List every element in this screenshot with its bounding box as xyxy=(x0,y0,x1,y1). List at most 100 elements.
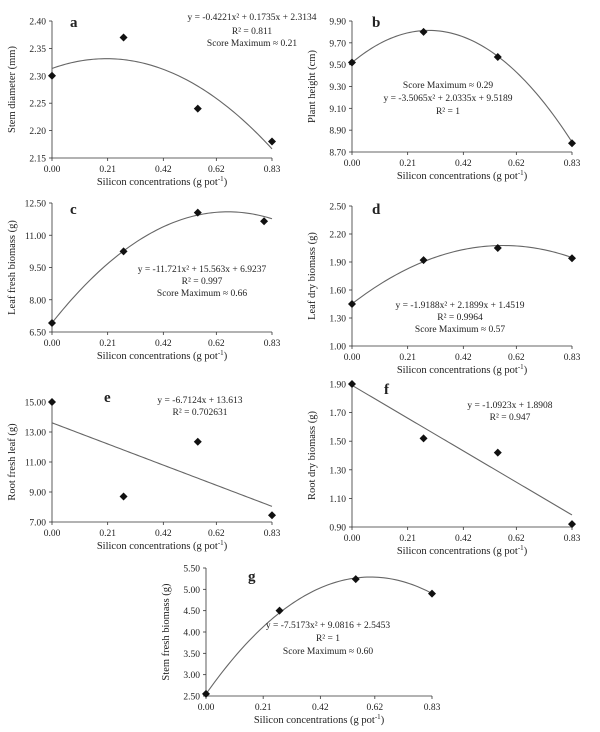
trend-line xyxy=(51,58,273,150)
x-tick-label: 0.42 xyxy=(155,339,172,349)
data-point xyxy=(202,689,210,698)
x-axis-label: Silicon concentrations (g pot-1) xyxy=(397,363,528,376)
equation-annotation: y = -1.9188x² + 2.1899x + 1.4519 xyxy=(396,301,525,311)
y-tick-label: 9.10 xyxy=(329,105,346,115)
y-tick-label: 1.70 xyxy=(329,409,346,419)
x-axis-label-sup: -1 xyxy=(218,349,224,357)
equation-annotation: R² = 0.702631 xyxy=(173,408,228,418)
y-tick-label: 1.90 xyxy=(329,259,346,269)
x-tick-label: 0.83 xyxy=(424,703,441,713)
x-tick-label: 0.21 xyxy=(99,529,116,539)
x-axis-label: Silicon concentrations (g pot-1) xyxy=(97,349,228,362)
x-axis-label: Silicon concentrations (g pot-1) xyxy=(397,169,528,182)
x-axis-label-main: Silicon concentrations (g pot xyxy=(97,351,218,362)
x-tick-label: 0.62 xyxy=(208,339,225,349)
data-point xyxy=(268,137,276,146)
data-point xyxy=(493,448,502,457)
y-tick-label: 5.50 xyxy=(183,565,200,575)
y-axis-label: Leaf dry biomass (g) xyxy=(307,232,318,320)
y-tick-label: 2.50 xyxy=(329,203,346,213)
x-axis-label: Silicon concentrations (g pot-1) xyxy=(397,544,528,557)
data-point xyxy=(568,520,576,529)
x-tick-label: 0.83 xyxy=(264,529,281,539)
panel-letter: b xyxy=(372,15,380,31)
y-tick-label: 4.00 xyxy=(183,629,200,639)
x-axis-label-sup: -1 xyxy=(375,713,381,721)
y-tick-label: 6.50 xyxy=(29,329,46,339)
x-tick-label: 0.00 xyxy=(44,165,61,175)
y-tick-label: 1.30 xyxy=(329,466,346,476)
equation-annotation: R² = 0.811 xyxy=(232,27,273,37)
y-tick-label: 2.40 xyxy=(29,18,46,28)
data-point xyxy=(193,437,202,446)
y-tick-label: 1.30 xyxy=(329,315,346,325)
y-tick-label: 9.70 xyxy=(329,39,346,49)
equation-annotation: Score Maximum ≈ 0.21 xyxy=(207,39,297,49)
chart-panel-g: 0.00 0.21 0.42 0.62 0.83 2.50 3.00 3.50 4.00 4.50… xyxy=(161,565,441,727)
trend-line xyxy=(351,244,573,305)
x-axis-label: Silicon concentrations (g pot-1) xyxy=(254,713,385,726)
y-tick-label: 1.90 xyxy=(329,381,346,391)
y-axis-label: Root dry biomass (g) xyxy=(307,411,318,500)
y-tick-label: 2.35 xyxy=(29,45,46,55)
panel-letter: d xyxy=(372,202,381,218)
data-point xyxy=(48,318,56,327)
x-tick-label: 0.83 xyxy=(564,534,581,544)
y-tick-label: 0.90 xyxy=(329,524,346,534)
equation-annotation: y = -3.5065x² + 2.0335x + 9.5189 xyxy=(384,94,513,104)
x-tick-label: 0.00 xyxy=(344,159,361,169)
x-tick-label: 0.83 xyxy=(264,165,281,175)
data-point xyxy=(193,104,202,113)
x-axis-label-end: ) xyxy=(224,541,228,552)
x-tick-label: 0.21 xyxy=(255,703,272,713)
x-axis-label-end: ) xyxy=(524,365,528,376)
equation-annotation: R² = 0.947 xyxy=(490,413,531,423)
y-tick-label: 1.50 xyxy=(329,438,346,448)
y-tick-label: 9.30 xyxy=(329,83,346,93)
y-tick-label: 9.50 xyxy=(329,61,346,71)
data-point xyxy=(119,247,128,256)
trend-line xyxy=(205,576,433,695)
trend-line xyxy=(51,422,273,507)
x-tick-label: 0.21 xyxy=(399,159,416,169)
data-point xyxy=(193,208,202,217)
x-tick-label: 0.83 xyxy=(564,353,581,363)
y-tick-label: 12.50 xyxy=(25,200,47,210)
data-point xyxy=(419,256,428,265)
x-tick-label: 0.21 xyxy=(399,534,416,544)
equation-annotation: y = -7.5173x² + 9.0816 + 2.5453 xyxy=(266,621,390,631)
equation-annotation: y = -6.7124x + 13.613 xyxy=(157,396,242,406)
data-point xyxy=(119,492,128,501)
equation-annotation: R² = 1 xyxy=(436,107,460,117)
y-tick-label: 13.00 xyxy=(25,429,47,439)
y-tick-label: 2.15 xyxy=(29,155,46,165)
x-axis-label-sup: -1 xyxy=(218,539,224,547)
x-tick-label: 0.83 xyxy=(264,339,281,349)
y-tick-label: 4.50 xyxy=(183,607,200,617)
x-axis-label-end: ) xyxy=(524,171,528,182)
x-axis-label-main: Silicon concentrations (g pot xyxy=(397,365,518,376)
data-point xyxy=(428,589,436,598)
data-point xyxy=(493,53,502,62)
y-axis-label: Stem diameter (mm) xyxy=(7,46,18,133)
data-point xyxy=(351,575,360,584)
data-point xyxy=(268,511,276,520)
equation-annotation: Score Maximum ≈ 0.66 xyxy=(157,289,247,299)
x-axis-label-main: Silicon concentrations (g pot xyxy=(97,177,218,188)
y-tick-label: 2.25 xyxy=(29,100,46,110)
y-tick-label: 7.00 xyxy=(29,519,46,529)
equation-annotation: y = -1.0923x + 1.8908 xyxy=(467,401,552,411)
x-axis-label-end: ) xyxy=(224,351,228,362)
chart-panel-d: 0.00 0.21 0.42 0.62 0.83 1.00 1.30 1.60 1.90 2.20… xyxy=(307,202,581,376)
x-axis-label: Silicon concentrations (g pot-1) xyxy=(97,175,228,188)
y-tick-label: 8.00 xyxy=(29,296,46,306)
x-tick-label: 0.00 xyxy=(44,339,61,349)
equation-annotation: y = -11.721x² + 15.563x + 6.9237 xyxy=(138,265,267,275)
y-tick-label: 9.00 xyxy=(29,489,46,499)
x-axis-label-main: Silicon concentrations (g pot xyxy=(254,715,375,726)
y-tick-label: 2.20 xyxy=(329,231,346,241)
x-axis-label-sup: -1 xyxy=(518,544,524,552)
data-point xyxy=(48,398,56,406)
x-axis-label-sup: -1 xyxy=(218,175,224,183)
x-tick-label: 0.00 xyxy=(198,703,215,713)
